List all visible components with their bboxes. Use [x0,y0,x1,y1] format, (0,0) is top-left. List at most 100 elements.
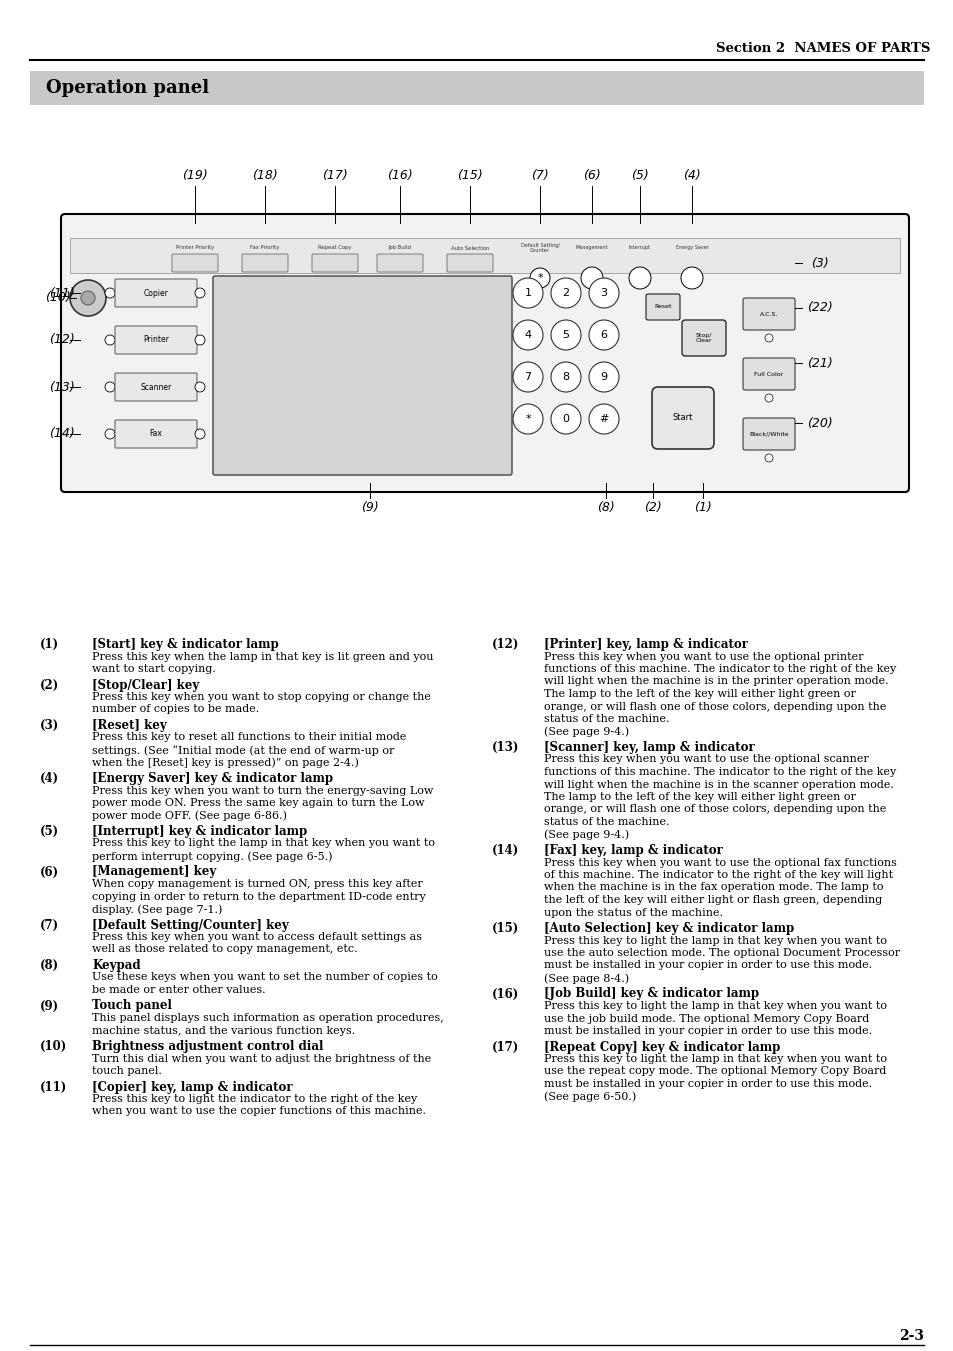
Text: Section 2  NAMES OF PARTS: Section 2 NAMES OF PARTS [715,42,929,54]
Text: Operation panel: Operation panel [46,78,209,97]
Text: (14): (14) [49,427,74,440]
Text: Auto Selection: Auto Selection [451,246,489,250]
Circle shape [764,334,772,342]
Text: (21): (21) [806,357,832,370]
Text: [Job Build] key & indicator lamp: [Job Build] key & indicator lamp [543,988,759,1001]
Text: (13): (13) [492,740,518,754]
Circle shape [551,320,580,350]
Text: Press this key when you want to use the optional scanner: Press this key when you want to use the … [543,754,868,765]
FancyBboxPatch shape [681,320,725,357]
FancyBboxPatch shape [376,254,422,272]
Text: (12): (12) [49,334,74,346]
Text: 2-3: 2-3 [898,1329,923,1343]
Text: Printer Priority: Printer Priority [175,246,213,250]
Text: [Fax] key, lamp & indicator: [Fax] key, lamp & indicator [543,844,722,857]
Text: Press this key to reset all functions to their initial mode: Press this key to reset all functions to… [91,732,406,743]
Text: [Scanner] key, lamp & indicator: [Scanner] key, lamp & indicator [543,740,754,754]
Text: Use these keys when you want to set the number of copies to: Use these keys when you want to set the … [91,973,437,982]
Text: upon the status of the machine.: upon the status of the machine. [543,908,722,917]
Text: (7): (7) [40,919,59,931]
Text: #: # [598,413,608,424]
Circle shape [81,290,95,305]
Text: (17): (17) [322,169,348,182]
Text: Brightness adjustment control dial: Brightness adjustment control dial [91,1040,323,1052]
Circle shape [105,335,115,345]
Text: [Start] key & indicator lamp: [Start] key & indicator lamp [91,638,278,651]
Text: When copy management is turned ON, press this key after: When copy management is turned ON, press… [91,880,422,889]
Circle shape [588,320,618,350]
Circle shape [513,404,542,434]
Text: functions of this machine. The indicator to the right of the key: functions of this machine. The indicator… [543,767,895,777]
Text: 3: 3 [599,288,607,299]
Text: (5): (5) [631,169,648,182]
Text: will light when the machine is in the scanner operation mode.: will light when the machine is in the sc… [543,780,893,789]
Text: number of copies to be made.: number of copies to be made. [91,704,259,715]
Text: (2): (2) [643,501,661,515]
Text: (16): (16) [387,169,413,182]
Text: be made or enter other values.: be made or enter other values. [91,985,265,994]
Text: (15): (15) [492,921,518,935]
Circle shape [194,382,205,392]
Text: 5: 5 [562,330,569,340]
Text: (See page 9-4.): (See page 9-4.) [543,727,628,738]
Text: touch panel.: touch panel. [91,1066,162,1075]
Text: A.C.S.: A.C.S. [759,312,778,316]
Text: The lamp to the left of the key will either light green or: The lamp to the left of the key will eit… [543,792,855,802]
Text: [Reset] key: [Reset] key [91,719,167,732]
Text: when the machine is in the fax operation mode. The lamp to: when the machine is in the fax operation… [543,882,882,893]
Text: must be installed in your copier in order to use this mode.: must be installed in your copier in orde… [543,1079,871,1089]
Text: [Default Setting/Counter] key: [Default Setting/Counter] key [91,919,289,931]
Text: when you want to use the copier functions of this machine.: when you want to use the copier function… [91,1106,426,1116]
Text: *: * [525,413,530,424]
Circle shape [105,382,115,392]
Text: Press this key when you want to turn the energy-saving Low: Press this key when you want to turn the… [91,785,433,796]
Text: [Auto Selection] key & indicator lamp: [Auto Selection] key & indicator lamp [543,921,794,935]
Circle shape [580,267,602,289]
FancyBboxPatch shape [30,72,923,105]
FancyBboxPatch shape [447,254,493,272]
FancyBboxPatch shape [651,386,713,449]
Text: (18): (18) [252,169,277,182]
Text: [Printer] key, lamp & indicator: [Printer] key, lamp & indicator [543,638,747,651]
FancyBboxPatch shape [742,299,794,330]
Text: 4: 4 [524,330,531,340]
Text: use the job build mode. The optional Memory Copy Board: use the job build mode. The optional Mem… [543,1013,868,1024]
Text: Touch panel: Touch panel [91,1000,172,1012]
Text: 8: 8 [562,372,569,382]
Text: will light when the machine is in the printer operation mode.: will light when the machine is in the pr… [543,677,887,686]
Circle shape [628,267,650,289]
Text: (5): (5) [40,825,59,838]
Text: [Repeat Copy] key & indicator lamp: [Repeat Copy] key & indicator lamp [543,1040,780,1054]
Text: Press this key to light the lamp in that key when you want to: Press this key to light the lamp in that… [91,839,435,848]
Text: (17): (17) [492,1040,518,1054]
Text: use the auto selection mode. The optional Document Processor: use the auto selection mode. The optiona… [543,948,900,958]
Text: (1): (1) [40,638,59,651]
Text: the left of the key will either light or flash green, depending: the left of the key will either light or… [543,894,882,905]
Text: orange, or will flash one of those colors, depending upon the: orange, or will flash one of those color… [543,701,885,712]
Text: Press this key when you want to use the optional printer: Press this key when you want to use the … [543,651,862,662]
Circle shape [551,278,580,308]
Text: (9): (9) [361,501,378,515]
Text: (See page 8-4.): (See page 8-4.) [543,973,628,984]
Text: Press this key to light the lamp in that key when you want to: Press this key to light the lamp in that… [543,1001,886,1011]
Circle shape [194,430,205,439]
FancyBboxPatch shape [115,326,196,354]
Text: Press this key when the lamp in that key is lit green and you: Press this key when the lamp in that key… [91,651,433,662]
Text: (4): (4) [682,169,700,182]
Text: 7: 7 [524,372,531,382]
Text: [Copier] key, lamp & indicator: [Copier] key, lamp & indicator [91,1081,293,1093]
Text: (22): (22) [806,301,832,315]
Circle shape [530,267,550,288]
Text: 9: 9 [599,372,607,382]
Text: must be installed in your copier in order to use this mode.: must be installed in your copier in orde… [543,1025,871,1036]
FancyBboxPatch shape [742,417,794,450]
Text: (11): (11) [40,1081,67,1093]
Text: of this machine. The indicator to the right of the key will light: of this machine. The indicator to the ri… [543,870,892,880]
Text: 6: 6 [599,330,607,340]
Text: (See page 9-4.): (See page 9-4.) [543,830,628,840]
Circle shape [513,320,542,350]
Text: (3): (3) [40,719,59,732]
Text: machine status, and the various function keys.: machine status, and the various function… [91,1025,355,1035]
Text: Scanner: Scanner [140,382,172,392]
Text: orange, or will flash one of those colors, depending upon the: orange, or will flash one of those color… [543,804,885,815]
